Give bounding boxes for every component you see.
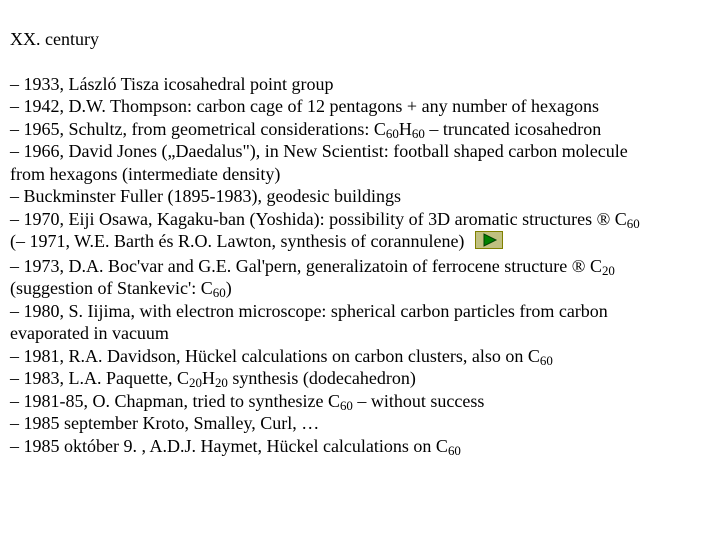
text-fragment: ) — [226, 278, 232, 298]
history-line: – 1933, László Tisza icosahedral point g… — [10, 73, 710, 96]
subscript: 60 — [412, 126, 425, 141]
history-line: – 1942, D.W. Thompson: carbon cage of 12… — [10, 95, 710, 118]
subscript: 60 — [386, 126, 399, 141]
history-line: – 1985 október 9. , A.D.J. Haymet, Hücke… — [10, 435, 710, 458]
subscript: 60 — [213, 285, 226, 300]
text-fragment: – without success — [353, 391, 484, 411]
text-fragment: – 1981-85, O. Chapman, tried to synthesi… — [10, 391, 340, 411]
history-line: – 1983, L.A. Paquette, C20H20 synthesis … — [10, 367, 710, 390]
history-line: (suggestion of Stankevic': C60) — [10, 277, 710, 300]
history-line: (– 1971, W.E. Barth és R.O. Lawton, synt… — [10, 230, 710, 255]
history-line: – 1981, R.A. Davidson, Hückel calculatio… — [10, 345, 710, 368]
text-fragment: – 1985 október 9. , A.D.J. Haymet, Hücke… — [10, 436, 448, 456]
subscript: 20 — [215, 375, 228, 390]
history-line: evaporated in vacuum — [10, 322, 710, 345]
text-fragment: – truncated icosahedron — [425, 119, 601, 139]
history-line: – 1973, D.A. Boc'var and G.E. Gal'pern, … — [10, 255, 710, 278]
subscript: 60 — [540, 353, 553, 368]
history-line: – 1980, S. Iijima, with electron microsc… — [10, 300, 710, 323]
slide-body: XX. century – 1933, László Tisza icosahe… — [0, 0, 720, 467]
text-fragment: H — [399, 119, 412, 139]
text-fragment: (– 1971, W.E. Barth és R.O. Lawton, synt… — [10, 231, 464, 251]
text-fragment: – 1970, Eiji Osawa, Kagaku-ban (Yoshida)… — [10, 209, 627, 229]
subscript: 20 — [602, 263, 615, 278]
text-fragment: – 1983, L.A. Paquette, C — [10, 368, 189, 388]
slide-title: XX. century — [10, 28, 710, 51]
text-fragment: – 1965, Schultz, from geometrical consid… — [10, 119, 386, 139]
subscript: 60 — [448, 443, 461, 458]
text-fragment: – 1973, D.A. Boc'var and G.E. Gal'pern, … — [10, 256, 602, 276]
history-line: – 1970, Eiji Osawa, Kagaku-ban (Yoshida)… — [10, 208, 710, 231]
history-line: – 1981-85, O. Chapman, tried to synthesi… — [10, 390, 710, 413]
history-line: from hexagons (intermediate density) — [10, 163, 710, 186]
subscript: 60 — [627, 216, 640, 231]
subscript: 60 — [340, 398, 353, 413]
subscript: 20 — [189, 375, 202, 390]
history-line: – 1965, Schultz, from geometrical consid… — [10, 118, 710, 141]
history-line: – Buckminster Fuller (1895-1983), geodes… — [10, 185, 710, 208]
play-icon[interactable] — [475, 231, 503, 255]
text-fragment: – 1981, R.A. Davidson, Hückel calculatio… — [10, 346, 540, 366]
history-line: – 1985 september Kroto, Smalley, Curl, … — [10, 412, 710, 435]
history-line: – 1966, David Jones („Daedalus"), in New… — [10, 140, 710, 163]
text-fragment: H — [202, 368, 215, 388]
text-fragment: (suggestion of Stankevic': C — [10, 278, 213, 298]
text-fragment: synthesis (dodecahedron) — [228, 368, 416, 388]
